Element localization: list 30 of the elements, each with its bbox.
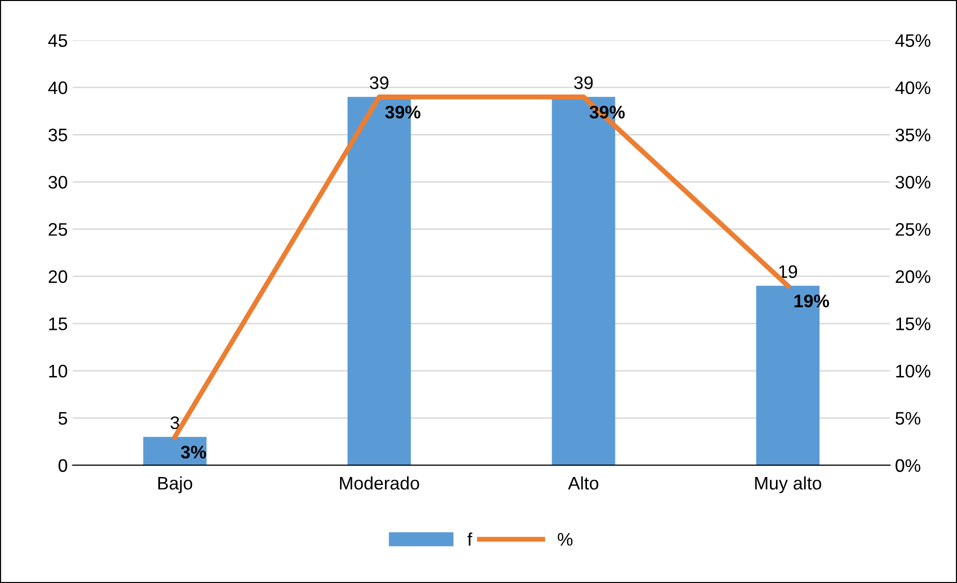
y2-tick-label: 20% (896, 270, 930, 284)
y-tick-label: 35 (48, 128, 68, 142)
y-tick-label: 20 (48, 270, 68, 284)
data-label: 39 (370, 76, 388, 90)
x-tick-label: Bajo (158, 476, 192, 494)
y2-tick-label: 15% (896, 318, 930, 330)
x-tick-label: Moderado (340, 476, 420, 490)
x-tick-label: Alto (568, 476, 598, 490)
legend-label: % (558, 533, 573, 546)
data-label: 39 (574, 76, 593, 90)
y2-tick-label: 0% (896, 459, 920, 472)
y-tick-label: 25 (48, 223, 68, 236)
y-tick-label: 15 (49, 318, 68, 330)
y-tick-label: 0 (58, 459, 68, 472)
y2-tick-label: 5% (896, 412, 920, 425)
y-tick-label: 40 (48, 81, 68, 94)
y2-tick-label: 25% (896, 223, 930, 236)
data-label: 3% (180, 446, 206, 459)
y2-tick-label: 45% (895, 34, 930, 47)
y2-tick-label: 35% (896, 128, 930, 142)
data-label: 3 (170, 416, 180, 430)
legend-label: f (467, 532, 472, 546)
y-tick-label: 30 (48, 176, 68, 189)
y-tick-label: 10 (49, 364, 68, 378)
y-tick-label: 5 (58, 412, 68, 425)
y2-tick-label: 10% (896, 364, 930, 378)
y-tick-label: 45 (48, 34, 68, 47)
x-tick-label: Muy alto (755, 476, 822, 494)
y2-tick-label: 40% (895, 81, 930, 94)
y2-tick-label: 30% (896, 176, 930, 189)
